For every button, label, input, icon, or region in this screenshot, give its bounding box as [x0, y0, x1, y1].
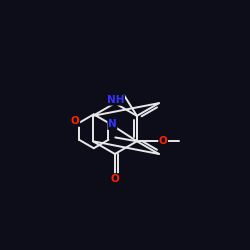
Text: O: O — [71, 116, 80, 126]
Text: N: N — [108, 119, 117, 129]
Text: O: O — [159, 136, 168, 146]
Text: NH: NH — [107, 95, 124, 105]
Text: O: O — [110, 174, 119, 184]
